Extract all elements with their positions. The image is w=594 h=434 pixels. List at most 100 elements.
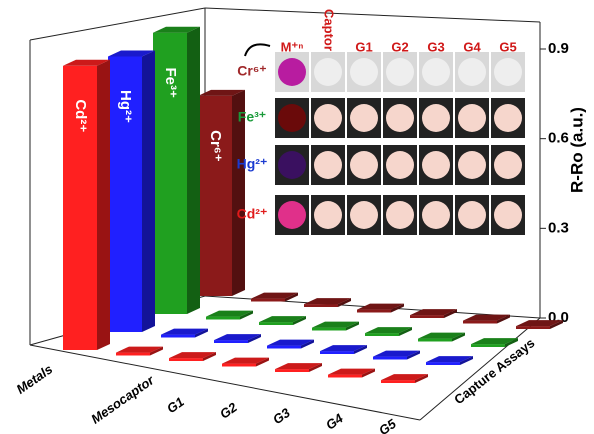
inset-well [278,104,306,132]
inset-well [314,151,342,179]
series-label: Cd²⁺ [72,99,89,132]
inset-well [386,58,414,86]
bar [357,304,404,313]
bar-front [222,364,256,367]
bar [373,351,420,360]
bar [516,320,563,329]
inset-well [350,201,378,229]
bar [161,329,208,338]
bar-front [328,375,362,378]
bar-front [304,304,338,307]
inset-well [494,151,522,179]
bar-front [426,362,460,365]
inset-well [494,58,522,86]
inset-well [494,104,522,132]
inset-well [458,104,486,132]
bar-side [97,60,110,350]
inset-well [386,104,414,132]
bar [471,338,518,347]
inset-well [422,151,450,179]
bar-front [214,340,248,343]
bar-front [410,315,444,318]
inset-column-label: Captor [322,9,337,51]
bar [304,298,351,307]
z-tick-label: 0.9 [548,40,569,57]
inset-well [494,201,522,229]
bar-front [161,335,195,338]
z-tick-label: 0.6 [548,130,569,147]
inset-well [422,104,450,132]
bar [116,347,163,356]
bar-front [418,339,452,342]
bar [312,322,359,331]
series-label: Hg²⁺ [117,90,134,123]
bar [418,333,465,342]
bar-front [365,333,399,336]
inset-well [278,58,306,86]
bar-front [259,322,293,325]
x-tick-label: Mesocaptor [88,372,157,427]
inset-row-label: Fe³⁺ [238,109,266,125]
inset-arrow [245,44,270,56]
z-tick-label: 0.3 [548,219,569,236]
inset-well [422,201,450,229]
z-axis-label: R-Ro (a.u.) [567,107,586,193]
bar [267,340,314,349]
bar [259,316,306,325]
inset-well [386,151,414,179]
bar-front [381,380,415,383]
bar [206,311,253,320]
inset-well [314,104,342,132]
inset-row-label: Cr⁶⁺ [237,63,266,79]
bar-front [169,358,203,361]
bar [222,358,269,367]
inset-well [422,58,450,86]
bar [169,352,216,361]
bar [328,369,375,378]
x-tick-label: G2 [217,399,240,422]
bar-front [312,328,346,331]
bar-front [320,351,354,354]
inset-well [350,104,378,132]
x-tick-label: G5 [376,416,399,434]
series-label: Cr⁶⁺ [207,130,224,162]
bar-front [373,357,407,360]
bar-side [142,51,155,333]
bar-front [251,299,285,302]
bar [320,345,367,354]
x-tick-label: G1 [164,394,187,416]
bar [275,363,322,372]
inset-well [386,201,414,229]
x-tick-label: G3 [270,405,293,428]
bar [251,293,298,302]
inset-well [314,58,342,86]
chart: R-Ro (a.u.) Capture Assays 0.00.30.60.9C… [0,0,594,434]
bar-front [357,310,391,313]
bar [381,374,428,383]
bar [410,309,457,318]
bar [426,356,473,365]
bar-front [267,346,301,349]
inset-well [350,58,378,86]
inset-row-label: Hg²⁺ [237,156,268,172]
x-tick-label: Metals [14,361,56,396]
bar-side [187,27,200,314]
bar-front [471,344,505,347]
inset-well [278,151,306,179]
x-tick-label: G4 [323,410,346,433]
series-label: Fe³⁺ [162,67,179,98]
bar [214,334,261,343]
inset-well [278,201,306,229]
bar-front [116,353,150,356]
inset-row-label: Cd²⁺ [237,206,268,222]
bar-front [275,369,309,372]
bar-front [206,317,240,320]
bar [463,315,510,324]
inset-well [458,58,486,86]
bar-front [463,321,497,324]
inset-well [458,201,486,229]
bar-front [198,96,232,296]
inset-well [458,151,486,179]
bar [365,327,412,336]
bar-front [516,326,550,329]
